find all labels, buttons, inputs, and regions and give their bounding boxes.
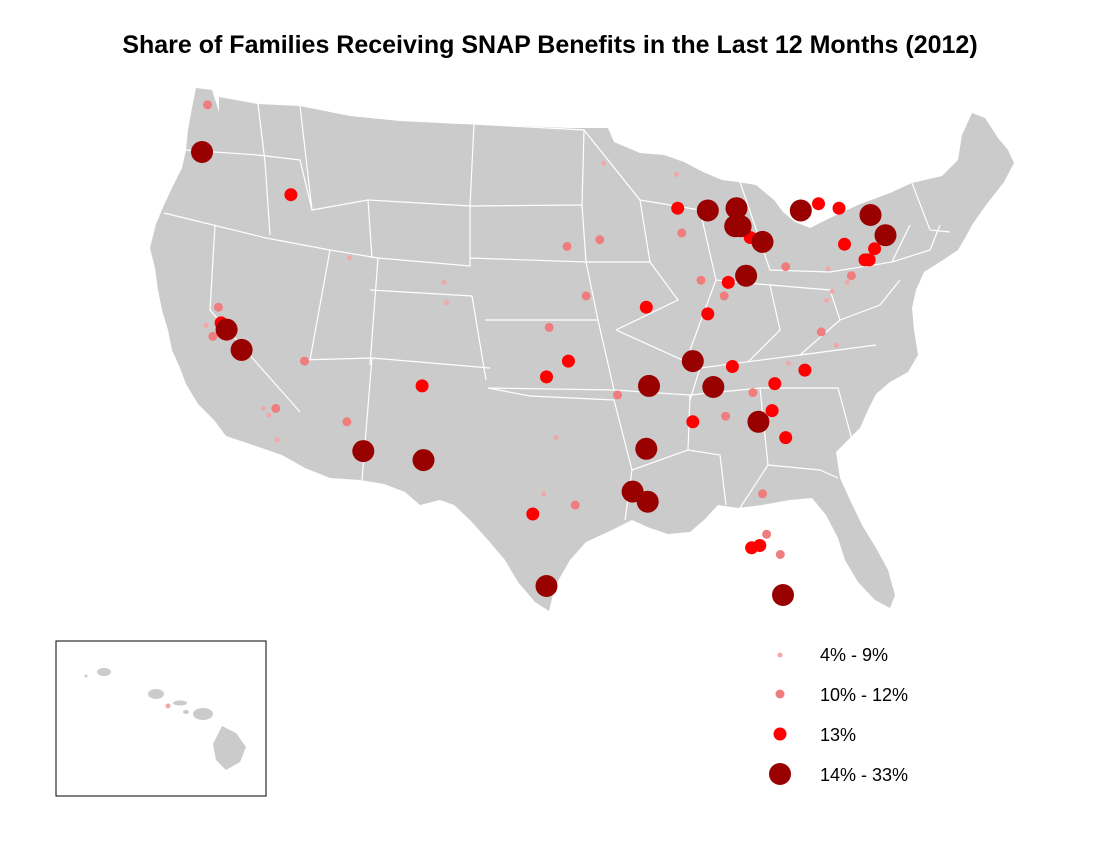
data-point-small <box>165 703 171 709</box>
data-point-medium <box>677 228 687 238</box>
data-point-small <box>444 300 450 306</box>
data-points <box>165 100 897 709</box>
data-point-small <box>601 160 607 166</box>
hawaii-islands <box>84 668 246 770</box>
data-point-large <box>686 415 700 429</box>
legend-label-large: 13% <box>820 725 856 745</box>
data-point-largest <box>696 199 719 222</box>
data-point-small <box>261 405 266 411</box>
data-point-large <box>768 377 782 391</box>
data-point-largest <box>191 141 213 163</box>
data-point-small <box>829 288 835 294</box>
data-point-largest <box>874 224 897 247</box>
data-point-medium <box>570 500 580 510</box>
data-point-largest <box>729 215 752 238</box>
data-point-medium <box>758 489 767 499</box>
data-point-medium <box>581 291 591 301</box>
data-point-large <box>671 201 685 215</box>
data-point-small <box>825 266 831 272</box>
data-point-large <box>838 237 851 251</box>
data-point-largest <box>772 584 794 606</box>
legend-label-small: 4% - 9% <box>820 645 888 665</box>
data-point-small <box>266 412 272 418</box>
data-point-small <box>833 342 839 348</box>
data-point-large <box>639 300 653 314</box>
data-point-large <box>561 354 575 368</box>
data-point-medium <box>775 550 785 559</box>
data-point-small <box>347 255 353 261</box>
legend-label-largest: 14% - 33% <box>820 765 908 785</box>
data-point-largest <box>636 490 659 513</box>
data-point-medium <box>544 322 554 332</box>
legend-marker-largest <box>769 763 791 785</box>
data-point-largest <box>352 440 375 463</box>
data-point-medium <box>762 529 772 539</box>
data-point-large <box>526 507 540 521</box>
data-point-medium <box>721 411 731 421</box>
data-point-medium <box>595 235 605 245</box>
data-point-large <box>745 541 759 555</box>
data-point-medium <box>208 331 218 341</box>
data-point-small <box>824 297 830 303</box>
state-borders <box>163 103 951 521</box>
data-point-large <box>721 275 735 289</box>
data-point-medium <box>342 417 352 427</box>
data-point-large <box>868 242 882 256</box>
data-point-small <box>553 435 559 441</box>
data-point-small <box>441 279 447 285</box>
data-point-small <box>203 322 209 328</box>
data-point-small <box>786 360 791 366</box>
data-point-largest <box>735 264 758 287</box>
hawaii-inset-frame <box>55 640 267 797</box>
data-point-medium <box>271 403 281 413</box>
data-point-medium <box>613 390 623 400</box>
data-point-largest <box>751 230 774 253</box>
data-point-medium <box>696 275 706 285</box>
data-point-large <box>765 404 779 418</box>
data-point-medium <box>562 241 572 251</box>
data-point-largest <box>681 350 704 373</box>
data-point-medium <box>781 262 791 272</box>
data-point-largest <box>635 437 658 460</box>
legend-marker-medium <box>775 689 785 699</box>
data-point-largest <box>859 204 882 226</box>
data-point-large <box>779 431 793 445</box>
legend-label-medium: 10% - 12% <box>820 685 908 705</box>
data-point-large <box>812 197 825 211</box>
data-point-large <box>540 370 553 384</box>
data-point-medium <box>213 302 223 312</box>
data-point-medium <box>203 100 212 110</box>
data-point-large <box>798 363 812 377</box>
data-point-largest <box>215 318 238 341</box>
data-point-large <box>415 379 429 393</box>
data-point-large <box>725 360 739 373</box>
data-point-medium <box>846 271 856 281</box>
legend-marker-large <box>773 727 787 741</box>
data-point-medium <box>719 291 729 301</box>
data-point-medium <box>748 388 758 398</box>
data-point-largest <box>230 338 253 361</box>
data-point-largest <box>535 575 558 597</box>
data-point-large <box>832 201 846 215</box>
legend-marker-small <box>777 652 783 658</box>
data-point-medium <box>816 327 826 337</box>
data-point-small <box>673 172 679 177</box>
data-point-small <box>541 491 547 497</box>
data-point-medium <box>300 356 309 366</box>
map-title: Share of Families Receiving SNAP Benefit… <box>122 31 977 59</box>
legend: 4% - 9% 10% - 12% 13% 14% - 33% <box>769 645 908 785</box>
data-point-large <box>858 253 872 267</box>
data-point-largest <box>412 449 435 472</box>
contiguous-us-land <box>150 88 1014 611</box>
data-point-largest <box>725 197 748 220</box>
data-point-largest <box>789 199 812 222</box>
data-point-large <box>284 188 298 202</box>
data-point-largest <box>638 374 660 397</box>
data-point-large <box>701 307 715 321</box>
data-point-small <box>274 437 280 443</box>
data-point-largest <box>702 376 725 398</box>
data-point-small <box>844 279 850 285</box>
data-point-largest <box>747 410 770 433</box>
